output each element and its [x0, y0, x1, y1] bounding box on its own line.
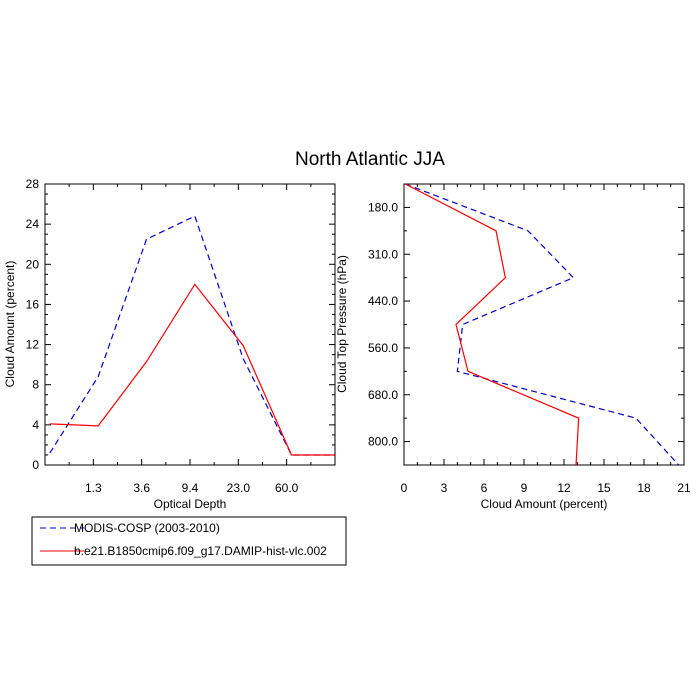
- left-y-tick-label: 28: [26, 177, 40, 191]
- left-plot-frame: [44, 183, 336, 466]
- right-y-axis-label: Cloud Top Pressure (hPa): [335, 255, 349, 393]
- left-series-line-model: [49, 283, 335, 456]
- right-x-tick-label: 0: [401, 481, 408, 495]
- right-y-tick-label: 180.0: [368, 200, 398, 214]
- right-y-tick-label: 680.0: [368, 388, 398, 402]
- left-x-tick-label: 60.0: [275, 481, 299, 495]
- left-y-tick-label: 12: [26, 338, 40, 352]
- legend: MODIS-COSP (2003-2010) b.e21.B1850cmip6.…: [31, 516, 347, 566]
- left-axis-ticks: 0 4 8 12 16 20 24 28 1.3 3.6 9.4 23.0 60.0: [26, 177, 336, 495]
- right-y-tick-label: 800.0: [368, 435, 398, 449]
- left-x-tick-label: 9.4: [182, 481, 199, 495]
- right-y-tick-label: 560.0: [368, 341, 398, 355]
- left-x-tick-label: 3.6: [133, 481, 150, 495]
- right-x-axis-label: Cloud Amount (percent): [481, 497, 608, 511]
- left-panel: 0 4 8 12 16 20 24 28 1.3 3.6 9.4 23.0 60.0 Optical D…: [3, 177, 336, 511]
- left-y-tick-label: 20: [26, 257, 40, 271]
- right-panel: 0 3 6 9 12 15 18 21 180.0 310.0 440.0 560.0 680.0 800…: [335, 183, 691, 511]
- right-x-tick-label: 15: [597, 481, 611, 495]
- legend-label-modis: MODIS-COSP (2003-2010): [74, 521, 220, 535]
- left-series-group: [49, 215, 335, 456]
- left-y-axis-label: Cloud Amount (percent): [3, 261, 17, 388]
- right-x-tick-label: 6: [481, 481, 488, 495]
- left-y-tick-label: 4: [32, 418, 39, 432]
- left-x-tick-label: 1.3: [85, 481, 102, 495]
- right-x-tick-label: 9: [521, 481, 528, 495]
- right-x-tick-label: 12: [557, 481, 571, 495]
- left-y-tick-label: 24: [26, 217, 40, 231]
- right-x-tick-label: 18: [637, 481, 651, 495]
- right-x-tick-label: 21: [677, 481, 691, 495]
- left-x-tick-label: 23.0: [227, 481, 251, 495]
- right-series-group: [405, 183, 680, 466]
- right-y-tick-label: 310.0: [368, 247, 398, 261]
- right-axis-ticks: 0 3 6 9 12 15 18 21 180.0 310.0 440.0 560.0 680.0 800…: [368, 184, 691, 495]
- left-y-tick-label: 16: [26, 297, 40, 311]
- right-plot-frame: [403, 183, 685, 466]
- right-x-tick-label: 3: [441, 481, 448, 495]
- left-x-axis-label: Optical Depth: [154, 497, 227, 511]
- left-y-tick-label: 8: [32, 378, 39, 392]
- left-series-line-modis: [49, 215, 335, 456]
- chart-title: North Atlantic JJA: [295, 149, 445, 170]
- right-y-tick-label: 440.0: [368, 294, 398, 308]
- right-series-line-model: [405, 183, 580, 466]
- left-y-tick-label: 0: [32, 458, 39, 472]
- right-series-line-modis: [405, 183, 680, 466]
- legend-box: [31, 516, 347, 566]
- legend-label-model: b.e21.B1850cmip6.f09_g17.DAMIP-hist-vlc.…: [74, 544, 327, 558]
